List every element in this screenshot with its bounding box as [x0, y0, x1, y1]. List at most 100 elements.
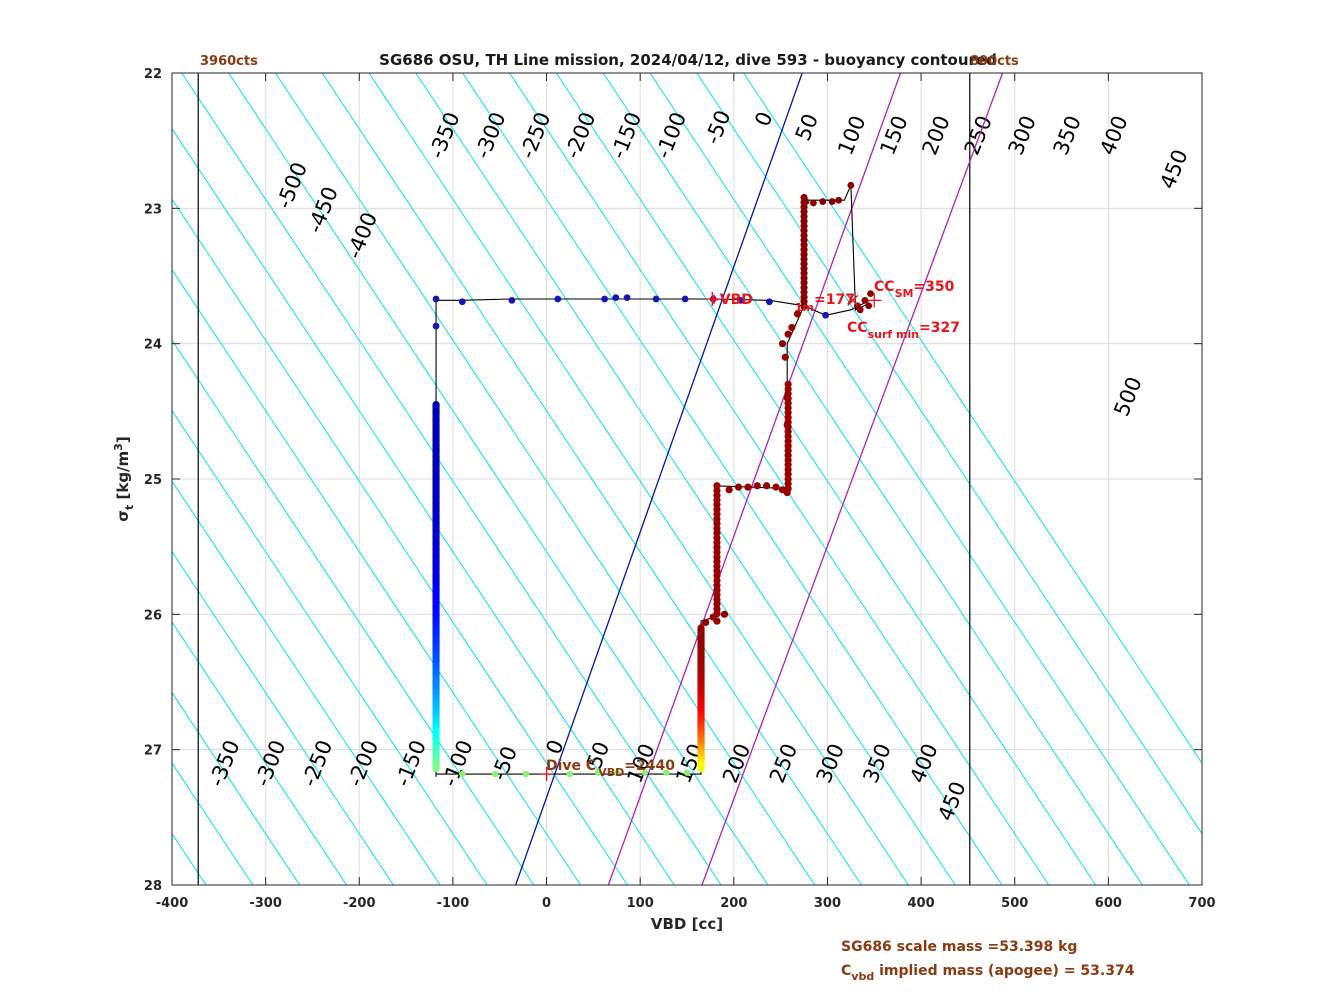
- implied-mass-text: Cvbd implied mass (apogee) = 53.374: [841, 963, 1135, 983]
- dive-c-annotation: Dive C VBD=2440: [546, 758, 675, 779]
- x-tick-label: 300: [814, 896, 841, 911]
- cvbd-pre: C: [841, 963, 851, 979]
- buoyancy-contour-line: [172, 127, 675, 885]
- climb-point: [835, 196, 843, 204]
- dive-point: [432, 295, 440, 303]
- buoyancy-contour-line: [743, 73, 1202, 765]
- x-tick-label: 600: [1095, 896, 1122, 911]
- x-tick-label: 700: [1188, 896, 1215, 911]
- cvbd-post: implied mass (apogee) = 53.374: [874, 963, 1135, 979]
- climb-point: [810, 199, 817, 207]
- bottom-point: [683, 769, 691, 776]
- climb-point: [734, 483, 743, 491]
- vbd-1m-post: =177: [814, 292, 855, 308]
- buoyancy-contour-line: [696, 73, 1202, 835]
- climb-point: [793, 310, 802, 318]
- climb-point: [753, 482, 761, 490]
- y-axis-sigma: σ: [114, 510, 132, 522]
- dive-point: [822, 311, 829, 319]
- cc-sm-annotation: CCSM=350: [874, 279, 955, 300]
- bottom-point: [522, 770, 530, 778]
- climb-point: [725, 486, 733, 494]
- buoyancy-contour-line: [321, 73, 862, 885]
- x-tick-label: 500: [1001, 896, 1028, 911]
- dive-point: [458, 298, 466, 306]
- climb-point: [828, 198, 836, 205]
- data-points: [432, 181, 874, 778]
- y-axis-unit-pre: [kg/m: [114, 451, 132, 505]
- reference-line-vbd_2: [701, 73, 1004, 885]
- x-tick-label: 400: [908, 896, 935, 911]
- bottom-point: [613, 769, 620, 776]
- dive-c-pre: Dive C: [546, 758, 596, 774]
- dive-column-point: [432, 764, 440, 772]
- climb-point: [865, 302, 873, 310]
- climb-point: [784, 330, 792, 338]
- climb-point: [783, 421, 791, 429]
- cc-sm-sub: SM: [895, 287, 914, 300]
- y-axis-unit-post: ]: [114, 436, 132, 443]
- buoyancy-contour-line: [649, 73, 1190, 885]
- y-tick-label: 25: [144, 473, 162, 488]
- climb-point: [783, 394, 791, 402]
- dive-point: [766, 298, 773, 306]
- bottom-point: [663, 769, 670, 776]
- climb-point: [802, 198, 810, 205]
- cc-surf-annotation: CCsurf min=327: [847, 320, 960, 341]
- buoyancy-contour-line: [555, 73, 1097, 885]
- left-limit-label: 3960cts: [200, 54, 258, 69]
- dive-point: [681, 295, 689, 303]
- x-tick-label: -400: [156, 896, 189, 911]
- x-tick-label: 200: [720, 896, 747, 911]
- x-tick-label: 0: [542, 896, 551, 911]
- buoyancy-contour-line: [368, 73, 909, 885]
- dive-c-sub: VBD: [598, 766, 624, 779]
- buoyancy-contours: [172, 73, 1202, 885]
- buoyancy-contour-line: [172, 409, 488, 885]
- climb-column-point: [697, 765, 705, 773]
- climb-point: [781, 353, 789, 361]
- buoyancy-contour-line: [415, 73, 956, 885]
- climb-point: [847, 181, 855, 189]
- reference-line-zero_buoyancy: [515, 73, 803, 885]
- climb-point: [744, 483, 752, 491]
- climb-point: [788, 323, 796, 332]
- climb-point: [819, 198, 827, 205]
- cc-sm-post: =350: [913, 279, 954, 295]
- cc-surf-sub: surf min: [868, 328, 919, 341]
- climb-point: [861, 296, 869, 304]
- dive-point: [623, 294, 631, 302]
- y-tick-label: 26: [144, 608, 162, 623]
- climb-point: [783, 488, 791, 497]
- x-tick-label: -200: [343, 896, 376, 911]
- buoyancy-contour-line: [172, 268, 582, 885]
- buoyancy-contour-line: [181, 73, 722, 885]
- buoyancy-contour-line: [172, 480, 441, 885]
- y-tick-label: 27: [144, 744, 162, 759]
- axis-ticks: -400 -300 -200 -100 0 100 200 300 400 500 600 700 22…: [144, 67, 1216, 911]
- y-tick-label: 22: [144, 67, 162, 82]
- bottom-point: [459, 770, 466, 778]
- buoyancy-contour-line: [602, 73, 1143, 885]
- x-tick-label: -300: [249, 896, 282, 911]
- climb-point: [702, 618, 710, 627]
- dive-point: [554, 295, 562, 303]
- climb-point: [772, 483, 780, 491]
- y-axis-unit-sup: 3: [112, 443, 125, 451]
- buoyancy-contour-line: [172, 691, 301, 885]
- chart-title: SG686 OSU, TH Line mission, 2024/04/12, …: [379, 51, 997, 69]
- vbd-1m-pre: +VBD: [708, 292, 753, 308]
- bottom-point: [641, 769, 649, 776]
- bottom-point: [566, 770, 574, 778]
- x-tick-label: -100: [437, 896, 470, 911]
- vbd-1m-sub: 1m: [795, 301, 814, 314]
- y-axis-label: σt [kg/m3]: [112, 436, 136, 521]
- x-axis-label: VBD [cc]: [651, 915, 723, 933]
- buoyancy-contour-line: [274, 73, 816, 885]
- buoyancy-contour-line: [172, 621, 347, 885]
- cc-sm-pre: CC: [874, 279, 895, 295]
- bottom-point: [594, 769, 602, 776]
- climb-point: [778, 340, 787, 348]
- buoyancy-contour-line: [509, 73, 1050, 885]
